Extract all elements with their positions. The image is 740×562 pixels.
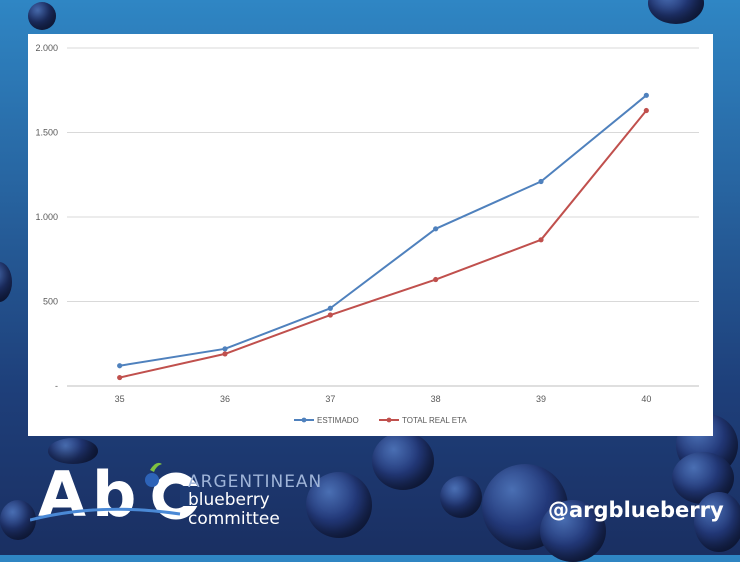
x-tick-label: 40 [641,394,651,404]
data-point [643,92,649,98]
x-tick-label: 36 [220,394,230,404]
svg-text:b: b [92,458,136,531]
blueberry-decoration [0,262,12,302]
series-line-1 [119,94,647,367]
legend-label: ESTIMADO [317,416,359,425]
data-point [117,374,123,381]
data-point [538,178,544,185]
data-point [327,312,333,318]
data-point [222,346,228,352]
y-tick-label: 1.000 [35,212,58,222]
data-point [643,107,649,114]
legend-label: TOTAL REAL ETA [402,416,467,425]
data-point [433,276,439,283]
series-line-2 [119,109,648,379]
chart-panel: - 500 1.000 1.500 2.000 35 36 37 38 39 40 ESTIMAD… [28,34,713,436]
data-point [538,237,544,243]
x-tick-label: 38 [431,394,441,404]
legend-point-marker [301,417,307,423]
data-point [433,226,439,232]
x-tick-label: 37 [325,394,335,404]
y-tick-label: 500 [43,297,58,307]
blueberry-decoration [648,0,704,24]
abc-logo: A b [30,458,200,531]
blueberry-decoration [48,438,98,464]
logo-text-blueberry: blueberry [188,490,270,510]
logo-text-committee: committee [188,509,280,529]
social-handle: @argblueberry [548,498,724,522]
blueberry-decoration [306,472,372,538]
y-tick-label: - [55,381,58,391]
blueberry-decoration [372,432,434,490]
y-tick-label: 2.000 [35,43,58,53]
logo-text-argentinean: ARGENTINEAN [188,472,323,492]
blueberry-decoration [440,476,482,518]
blueberry-decoration [28,2,56,30]
data-point [222,351,228,357]
legend-point-marker [386,417,392,423]
line-chart: - 500 1.000 1.500 2.000 35 36 37 38 39 40 ESTIMAD… [35,43,699,425]
blueberry-decoration [540,500,606,562]
data-point [327,305,333,311]
svg-text:A: A [38,458,86,531]
data-point [117,363,123,369]
y-tick-label: 1.500 [35,128,58,138]
blueberry-decoration [694,492,740,552]
x-tick-label: 39 [536,394,546,404]
x-tick-label: 35 [115,394,125,404]
